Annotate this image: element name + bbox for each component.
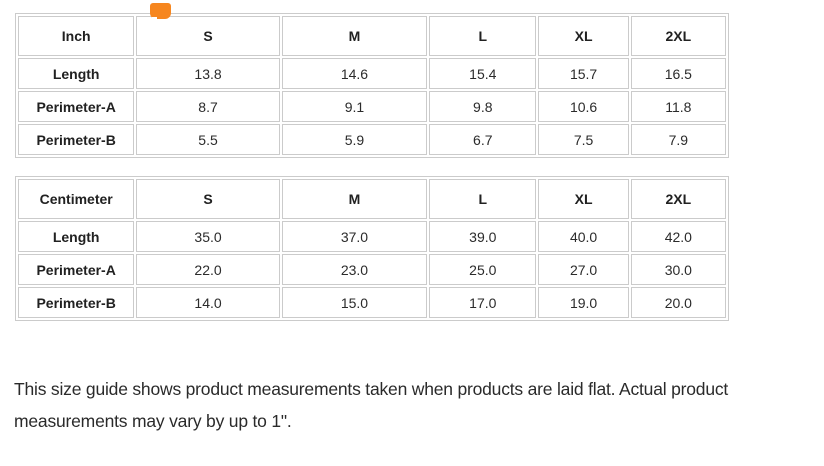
unit-header-cell: Centimeter (18, 179, 135, 219)
measurement-cell: 30.0 (630, 254, 726, 285)
measurement-cell: 9.8 (429, 91, 537, 122)
row-label-cell: Perimeter-B (18, 287, 135, 318)
measurement-cell: 11.8 (630, 91, 726, 122)
table-row-perimeter-b: Perimeter-B 5.5 5.9 6.7 7.5 7.9 (18, 124, 726, 155)
measurement-cell: 6.7 (429, 124, 537, 155)
clipped-heading-fragment (150, 3, 171, 19)
size-column-header-m: M (281, 179, 428, 219)
measurement-cell: 15.0 (281, 287, 428, 318)
measurement-cell: 39.0 (429, 221, 537, 252)
measurement-cell: 7.9 (630, 124, 726, 155)
measurement-cell: 35.0 (136, 221, 280, 252)
measurement-cell: 22.0 (136, 254, 280, 285)
measurement-cell: 25.0 (429, 254, 537, 285)
row-label-cell: Perimeter-B (18, 124, 135, 155)
size-table-centimeter: Centimeter S M L XL 2XL Length 35.0 37.0… (15, 176, 729, 321)
measurement-cell: 19.0 (538, 287, 629, 318)
measurement-cell: 15.4 (429, 58, 537, 89)
table-header-row: Centimeter S M L XL 2XL (18, 179, 726, 219)
measurement-cell: 15.7 (538, 58, 629, 89)
measurement-cell: 5.5 (136, 124, 280, 155)
table-row-perimeter-b: Perimeter-B 14.0 15.0 17.0 19.0 20.0 (18, 287, 726, 318)
measurement-cell: 7.5 (538, 124, 629, 155)
size-column-header-l: L (429, 179, 537, 219)
measurement-cell: 10.6 (538, 91, 629, 122)
size-column-header-xl: XL (538, 16, 629, 56)
table-header-row: Inch S M L XL 2XL (18, 16, 726, 56)
size-column-header-2xl: 2XL (630, 179, 726, 219)
size-table-inch: Inch S M L XL 2XL Length 13.8 14.6 15.4 … (15, 13, 729, 158)
row-label-cell: Perimeter-A (18, 254, 135, 285)
size-column-header-l: L (429, 16, 537, 56)
measurement-cell: 14.6 (281, 58, 428, 89)
measurement-cell: 40.0 (538, 221, 629, 252)
table-row-length: Length 13.8 14.6 15.4 15.7 16.5 (18, 58, 726, 89)
measurement-cell: 23.0 (281, 254, 428, 285)
measurement-cell: 16.5 (630, 58, 726, 89)
measurement-cell: 27.0 (538, 254, 629, 285)
table-row-perimeter-a: Perimeter-A 22.0 23.0 25.0 27.0 30.0 (18, 254, 726, 285)
measurement-cell: 17.0 (429, 287, 537, 318)
measurement-cell: 42.0 (630, 221, 726, 252)
size-column-header-s: S (136, 16, 280, 56)
row-label-cell: Length (18, 58, 135, 89)
measurement-cell: 37.0 (281, 221, 428, 252)
measurement-cell: 9.1 (281, 91, 428, 122)
row-label-cell: Length (18, 221, 135, 252)
table-row-perimeter-a: Perimeter-A 8.7 9.1 9.8 10.6 11.8 (18, 91, 726, 122)
measurement-cell: 13.8 (136, 58, 280, 89)
size-column-header-s: S (136, 179, 280, 219)
size-column-header-xl: XL (538, 179, 629, 219)
unit-header-cell: Inch (18, 16, 135, 56)
row-label-cell: Perimeter-A (18, 91, 135, 122)
size-column-header-2xl: 2XL (630, 16, 726, 56)
measurement-cell: 8.7 (136, 91, 280, 122)
measurement-cell: 14.0 (136, 287, 280, 318)
size-column-header-m: M (281, 16, 428, 56)
measurement-cell: 5.9 (281, 124, 428, 155)
table-row-length: Length 35.0 37.0 39.0 40.0 42.0 (18, 221, 726, 252)
measurement-cell: 20.0 (630, 287, 726, 318)
size-guide-footnote: This size guide shows product measuremen… (14, 379, 729, 431)
